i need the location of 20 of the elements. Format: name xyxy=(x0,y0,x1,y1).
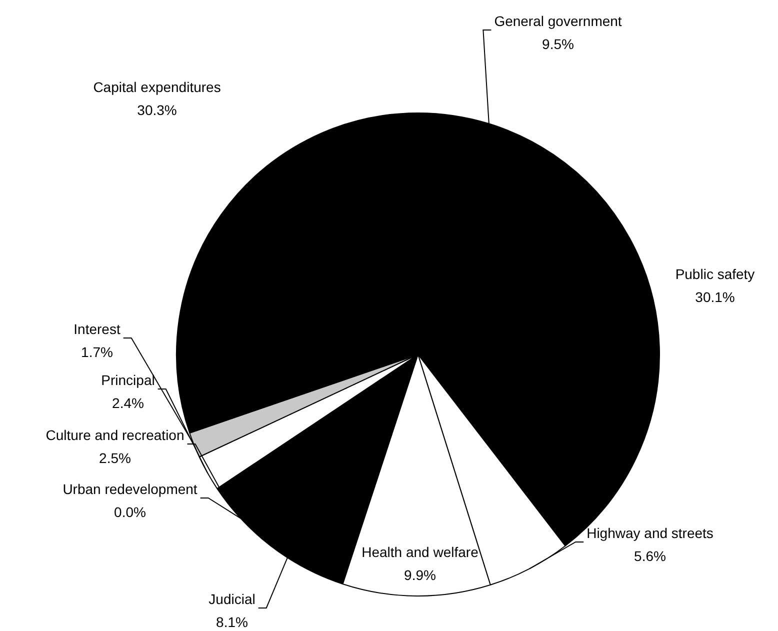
slice-label: Highway and streets xyxy=(586,524,714,541)
data-label: 30.1% xyxy=(695,288,735,305)
slice-label: Culture and recreation xyxy=(46,426,184,443)
data-label: 5.6% xyxy=(634,548,666,564)
slice-label: Health and welfare xyxy=(362,544,479,560)
slice-label: Capital expenditures xyxy=(93,78,221,95)
data-label: 9.5% xyxy=(542,36,574,52)
slice-label: General government xyxy=(494,12,622,29)
slice-label: Interest xyxy=(74,320,120,337)
data-label: 30.3% xyxy=(137,102,177,118)
data-label: 8.1% xyxy=(216,614,248,630)
slice-label: Public safety xyxy=(675,266,755,282)
data-label: 1.7% xyxy=(81,344,113,360)
data-label: 9.9% xyxy=(404,566,436,583)
data-label: 2.4% xyxy=(112,394,144,411)
slice-label: Judicial xyxy=(208,590,256,607)
data-label: 2.5% xyxy=(99,450,131,466)
category-label: Urban redevelopment xyxy=(62,480,198,497)
slice-label: Principal xyxy=(101,372,155,388)
text: 0.0% xyxy=(114,504,146,520)
